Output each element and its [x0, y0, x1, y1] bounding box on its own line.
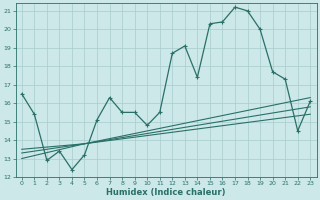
X-axis label: Humidex (Indice chaleur): Humidex (Indice chaleur)	[106, 188, 226, 197]
